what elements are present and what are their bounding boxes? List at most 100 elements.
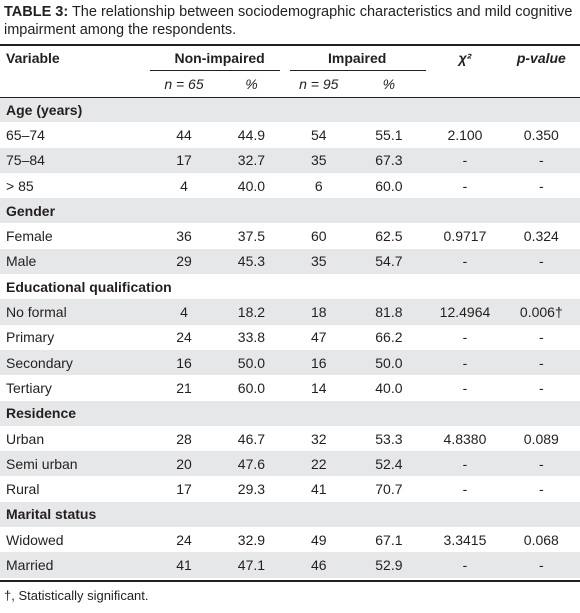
cell-pvalue: - <box>538 329 544 346</box>
cell-chi2: - <box>427 248 503 275</box>
cell-pvalue: 0.089 <box>523 430 559 447</box>
section-row: Residence <box>0 400 580 426</box>
cell-pct-non-impaired: 32.9 <box>237 531 266 548</box>
cell-pvalue: - <box>538 379 544 396</box>
cell-n-non-impaired: 36 <box>176 228 192 245</box>
table-caption: TABLE 3: The relationship between sociod… <box>4 3 576 39</box>
section-label: Gender <box>0 198 580 224</box>
cell-n-impaired: 14 <box>310 379 327 396</box>
cell-pct-non-impaired: 37.5 <box>237 228 266 245</box>
cell-variable: 65–74 <box>6 126 45 143</box>
cell-pvalue: - <box>502 248 580 275</box>
cell-n-impaired: 35 <box>287 147 351 173</box>
table-row: Semi urban 20 47.6 22 52.4- - <box>0 451 580 477</box>
cell-n-impaired: 47 <box>310 329 327 346</box>
cell-variable: 75–84 <box>0 147 153 173</box>
cell-pct-impaired: 52.9 <box>350 552 428 578</box>
cell-pvalue: 0.006† <box>502 299 580 325</box>
non-impaired-underline <box>150 70 280 71</box>
cell-pvalue: 0.068 <box>523 531 559 548</box>
table-row: Urban 28 46.7 32 53.3 4.8380 0.089 <box>0 426 580 451</box>
cell-n-impaired: 35 <box>287 248 351 275</box>
cell-pct-impaired: 52.4 <box>350 451 428 477</box>
header-chi2: χ² <box>458 50 472 66</box>
cell-pvalue: - <box>538 481 544 498</box>
table-row: Secondary 16 50.0 16 50.0- - <box>0 349 580 376</box>
caption-text: The relationship between sociodemographi… <box>4 4 573 38</box>
cell-pct-impaired: 53.3 <box>375 430 403 447</box>
cell-pct-impaired: 81.8 <box>350 299 428 325</box>
cell-pvalue: - <box>502 349 580 376</box>
cell-variable: Semi urban <box>0 451 153 477</box>
cell-pct-non-impaired: 33.8 <box>237 329 266 346</box>
cell-n-impaired: 54 <box>310 126 327 143</box>
cell-pct-impaired: 54.7 <box>350 248 428 275</box>
cell-variable: Urban <box>6 430 45 447</box>
cell-n-impaired: 16 <box>287 349 351 376</box>
table-row: > 85 4 40.0 6 60.0 - - <box>0 173 580 198</box>
cell-chi2: - <box>462 329 468 346</box>
section-label: Age (years) <box>0 97 580 123</box>
bottom-rule <box>0 580 580 582</box>
cell-chi2: 4.8380 <box>443 430 487 447</box>
section-row: Educational qualification <box>0 274 580 299</box>
cell-pct-impaired: 70.7 <box>375 481 403 498</box>
header-pct-non-impaired: % <box>245 76 258 92</box>
header-n-impaired: n = 95 <box>299 76 339 92</box>
data-table: Variable Non-impaired Impaired χ² p-valu… <box>0 45 580 578</box>
cell-chi2: - <box>427 147 503 173</box>
cell-pct-impaired: 60.0 <box>375 177 403 194</box>
cell-n-impaired: 32 <box>310 430 327 447</box>
cell-n-non-impaired: 24 <box>176 531 192 548</box>
cell-n-impaired: 18 <box>287 299 351 325</box>
table-footnote: †, Statistically significant. <box>4 588 149 603</box>
cell-chi2: - <box>427 451 503 477</box>
header-rule <box>0 97 580 98</box>
cell-n-non-impaired: 16 <box>152 349 216 376</box>
cell-n-non-impaired: 24 <box>176 329 192 346</box>
cell-chi2: 2.100 <box>447 126 483 143</box>
cell-variable: Tertiary <box>6 379 52 396</box>
cell-chi2: 3.3415 <box>443 531 487 548</box>
cell-pct-non-impaired: 50.0 <box>215 349 288 376</box>
cell-pvalue: - <box>502 451 580 477</box>
cell-pct-non-impaired: 45.3 <box>215 248 288 275</box>
section-label: Marital status <box>0 501 580 528</box>
cell-chi2: 0.9717 <box>443 228 487 245</box>
cell-variable: > 85 <box>6 177 34 194</box>
table-row: 65–74 44 44.9 54 55.1 2.100 0.350 <box>0 122 580 147</box>
cell-n-non-impaired: 21 <box>176 379 192 396</box>
table-row: Male 29 45.3 35 54.7- - <box>0 248 580 275</box>
table-body: Age (years) 65–74 44 44.9 54 55.1 2.100 0.350 75… <box>0 97 580 578</box>
cell-pct-non-impaired: 47.1 <box>215 552 288 578</box>
cell-chi2: - <box>462 379 468 396</box>
table-label: TABLE 3: <box>4 4 69 20</box>
cell-pvalue: - <box>502 552 580 578</box>
cell-variable: Married <box>0 552 153 578</box>
cell-pct-non-impaired: 44.9 <box>237 126 266 143</box>
cell-n-non-impaired: 20 <box>152 451 216 477</box>
top-rule <box>0 44 580 46</box>
cell-pct-impaired: 62.5 <box>375 228 403 245</box>
table-header: Variable Non-impaired Impaired χ² p-valu… <box>0 45 580 97</box>
section-label: Educational qualification <box>6 278 172 295</box>
cell-chi2: - <box>462 177 468 194</box>
table-row: Rural 17 29.3 41 70.7 - - <box>0 476 580 501</box>
cell-n-non-impaired: 41 <box>152 552 216 578</box>
section-row: Gender <box>0 198 580 224</box>
cell-n-impaired: 49 <box>310 531 327 548</box>
cell-pct-non-impaired: 40.0 <box>237 177 266 194</box>
cell-n-impaired: 6 <box>314 177 323 194</box>
cell-pct-non-impaired: 60.0 <box>237 379 266 396</box>
table-row: 75–84 17 32.7 35 67.3- - <box>0 147 580 173</box>
cell-variable: Rural <box>6 481 40 498</box>
cell-pvalue: - <box>538 177 544 194</box>
table-row: Female 36 37.5 60 62.5 0.9717 0.324 <box>0 223 580 248</box>
header-pct-impaired: % <box>382 76 396 92</box>
cell-pct-impaired: 67.1 <box>375 531 403 548</box>
cell-pvalue: 0.350 <box>523 126 559 143</box>
section-row: Age (years) <box>0 97 580 123</box>
cell-chi2: - <box>462 481 468 498</box>
cell-n-impaired: 22 <box>287 451 351 477</box>
